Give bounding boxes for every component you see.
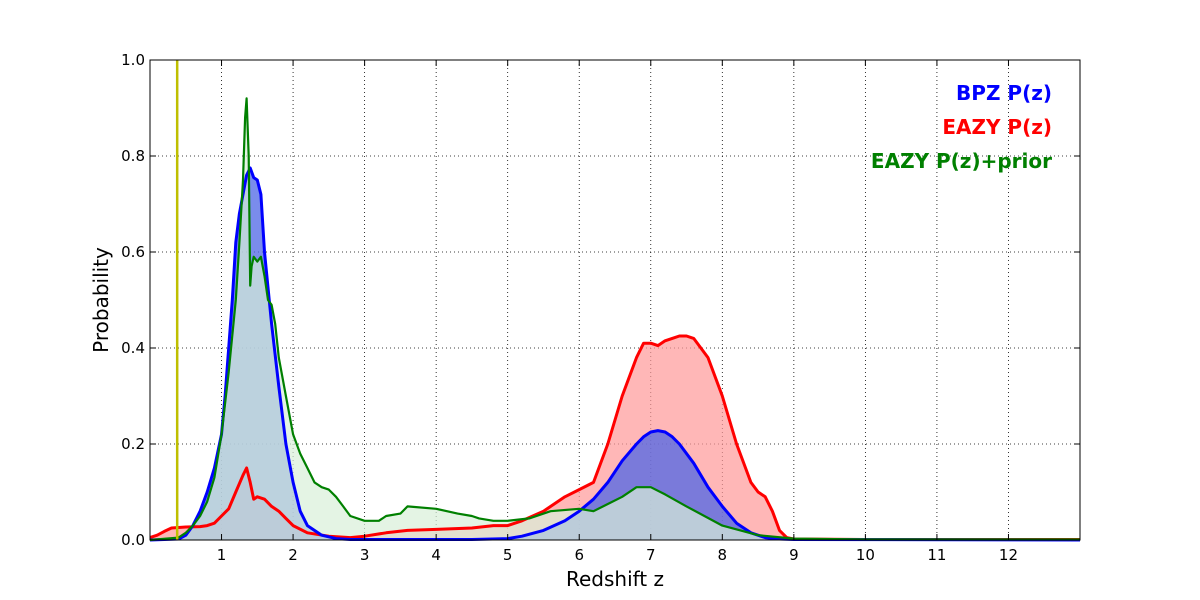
y-tick-label: 1.0 — [121, 51, 145, 69]
legend-entry: BPZ P(z) — [956, 81, 1052, 105]
x-tick-label: 5 — [503, 546, 513, 564]
y-tick-label: 0.8 — [121, 147, 145, 165]
x-tick-label: 11 — [927, 546, 946, 564]
x-tick-label: 10 — [856, 546, 875, 564]
legend-entry: EAZY P(z) — [942, 115, 1052, 139]
legend-entry: EAZY P(z)+prior — [871, 149, 1052, 173]
x-tick-label: 4 — [431, 546, 441, 564]
x-tick-label: 6 — [574, 546, 584, 564]
x-tick-label: 2 — [288, 546, 298, 564]
y-tick-label: 0.2 — [121, 435, 145, 453]
x-tick-label: 1 — [217, 546, 227, 564]
x-tick-label: 9 — [789, 546, 799, 564]
series-area-eazy-p-z — [150, 336, 1080, 540]
legend: BPZ P(z) EAZY P(z) EAZY P(z)+prior — [871, 81, 1052, 173]
axis-ticks — [150, 59, 1080, 541]
y-tick-label: 0.4 — [121, 339, 145, 357]
x-tick-label: 8 — [718, 546, 728, 564]
x-tick-label: 3 — [360, 546, 370, 564]
x-tick-labels: 1 2 3 4 5 6 7 8 9 10 11 12 — [217, 546, 1018, 564]
plot-frame — [149, 59, 1081, 541]
y-tick-label: 0.6 — [121, 243, 145, 261]
x-tick-label: 12 — [999, 546, 1018, 564]
y-tick-label: 0.0 — [121, 531, 145, 549]
series-area-eazy-p-z-prior — [150, 98, 1080, 541]
x-axis-label: Redshift z — [566, 567, 664, 591]
y-tick-labels: 0.0 0.2 0.4 0.6 0.8 1.0 — [121, 51, 145, 549]
series-line-eazy-p-z-prior — [149, 97, 1080, 542]
x-tick-label: 7 — [646, 546, 656, 564]
y-axis-label: Probability — [89, 247, 113, 353]
series-line-eazy-p-z — [149, 334, 1080, 541]
series-fills — [150, 98, 1080, 541]
